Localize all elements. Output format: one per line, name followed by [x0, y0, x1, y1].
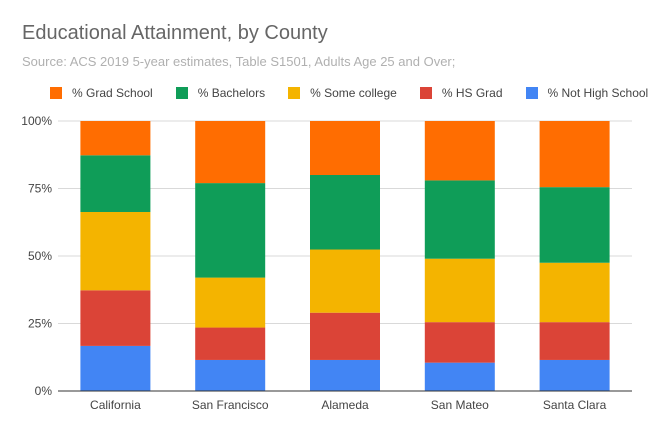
y-tick-label: 0% [35, 384, 53, 398]
bar-segment[interactable] [195, 277, 266, 328]
legend-swatch [288, 87, 301, 99]
chart-title: Educational Attainment, by County [22, 22, 328, 44]
bar-segment[interactable] [310, 312, 380, 360]
bar-segment[interactable] [310, 359, 380, 391]
legend-item: % Some college [288, 86, 397, 100]
bar-segment[interactable] [539, 187, 610, 263]
bar-segment[interactable] [539, 262, 610, 323]
legend-swatch [419, 87, 432, 99]
y-tick-label: 75% [28, 182, 52, 196]
bar-segment[interactable] [80, 211, 151, 291]
bar-segment[interactable] [310, 249, 380, 313]
y-tick-label: 100% [21, 114, 52, 128]
legend-label: % HS Grad [441, 86, 503, 100]
bar-segment[interactable] [310, 175, 380, 250]
y-tick-label: 50% [28, 249, 52, 263]
bar-segment[interactable] [80, 155, 151, 212]
x-tick-label: San Francisco [192, 398, 269, 412]
bar-segment[interactable] [195, 359, 266, 391]
legend-swatch [50, 87, 62, 99]
legend-swatch [525, 87, 538, 99]
bar-segment[interactable] [424, 362, 495, 391]
bar-segment[interactable] [539, 322, 610, 360]
legend-label: % Grad School [72, 86, 153, 100]
bar-segment[interactable] [195, 183, 266, 278]
bar-segment[interactable] [424, 322, 495, 363]
legend-item: % HS Grad [419, 86, 503, 100]
bar-segment[interactable] [424, 180, 495, 259]
bar-segment[interactable] [195, 121, 266, 184]
legend-label: % Bachelors [197, 86, 266, 100]
bar-segment[interactable] [424, 121, 495, 181]
x-tick-label: Santa Clara [543, 398, 607, 412]
chart-subtitle: Source: ACS 2019 5-year estimates, Table… [22, 54, 456, 69]
legend-swatch [175, 87, 188, 99]
legend-item: % Bachelors [175, 86, 266, 100]
legend-item: % Not High School [525, 86, 649, 100]
bar-segment[interactable] [539, 359, 610, 391]
y-tick-label: 25% [28, 317, 52, 331]
x-tick-label: California [90, 398, 141, 412]
bar-segment[interactable] [195, 327, 266, 360]
legend-label: % Some college [310, 86, 397, 100]
chart-legend: % Grad School % Bachelors % Some college % … [50, 85, 653, 101]
bar-segment[interactable] [424, 258, 495, 323]
x-tick-label: San Mateo [431, 398, 489, 412]
bar-segment[interactable] [80, 290, 151, 346]
bar-segment[interactable] [80, 121, 151, 156]
legend-item: % Grad School [50, 86, 153, 100]
bar-segment[interactable] [310, 121, 380, 175]
bar-segment[interactable] [539, 121, 610, 188]
legend-label: % Not High School [547, 86, 649, 100]
bar-segment[interactable] [80, 345, 151, 391]
x-tick-label: Alameda [321, 398, 369, 412]
